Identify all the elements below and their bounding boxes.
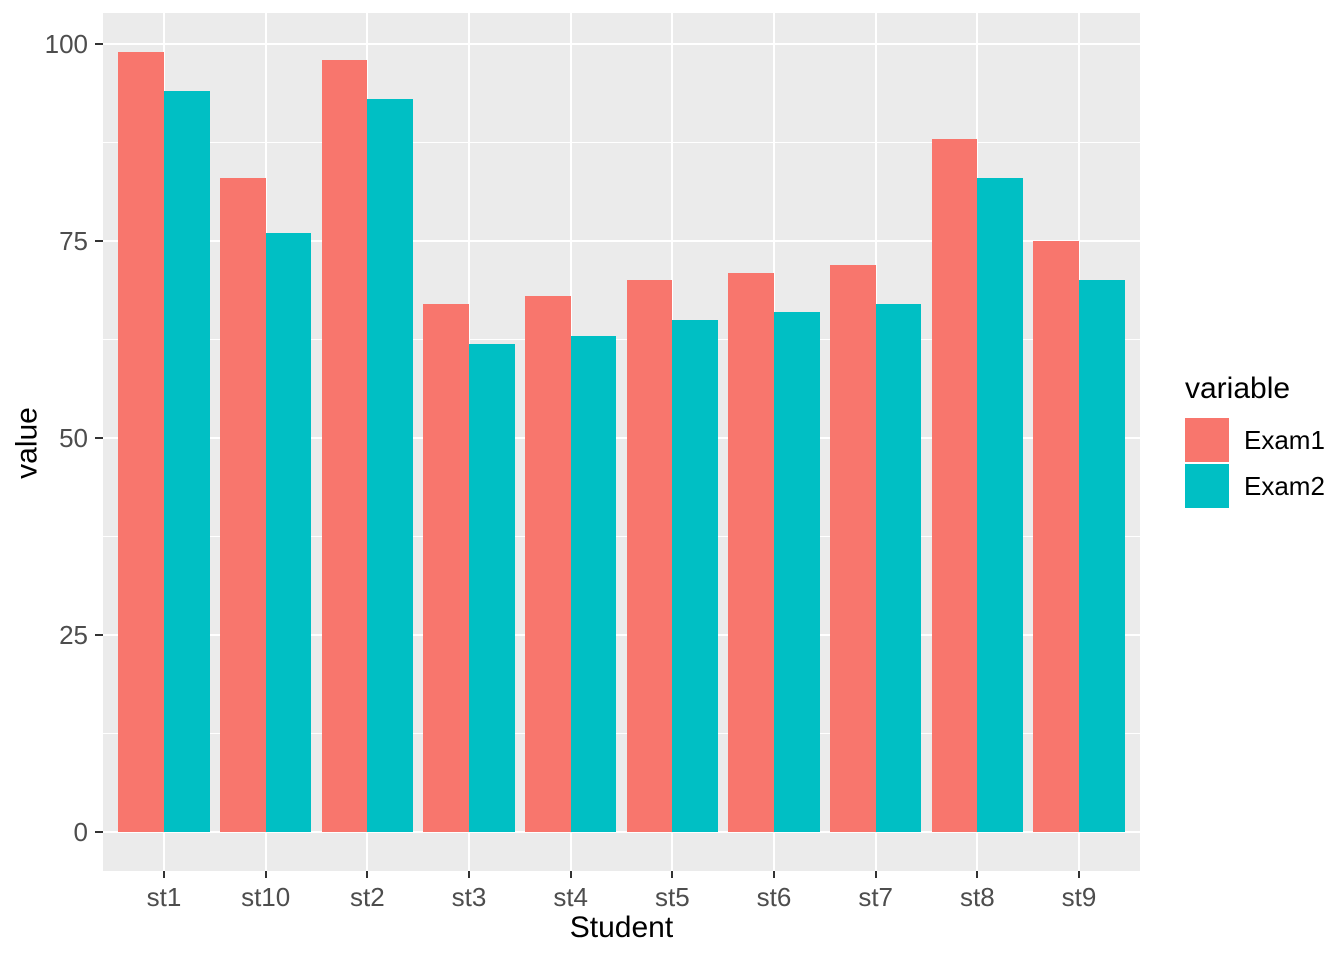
bar-st6-Exam2 bbox=[774, 312, 820, 832]
x-tick-mark bbox=[366, 871, 369, 878]
bar-st10-Exam1 bbox=[219, 178, 266, 832]
x-tick-label-st5: st5 bbox=[654, 882, 690, 912]
y-gridline-minor bbox=[103, 536, 1140, 538]
bar-st8-Exam1 bbox=[931, 138, 978, 832]
y-tick-mark bbox=[95, 634, 103, 637]
y-tick-label: 50 bbox=[59, 423, 88, 454]
y-gridline-major bbox=[103, 831, 1140, 833]
x-tick-mark bbox=[264, 871, 267, 878]
bar-st1-Exam1 bbox=[118, 52, 164, 832]
legend-item-Exam2: Exam2 bbox=[1185, 464, 1325, 508]
x-tick-mark bbox=[468, 871, 470, 878]
legend-item-Exam1: Exam1 bbox=[1185, 418, 1325, 462]
x-tick-label-st7: st7 bbox=[858, 882, 893, 912]
x-tick-label-st6: st6 bbox=[756, 882, 792, 912]
y-tick-mark bbox=[95, 831, 103, 833]
y-tick-label: 0 bbox=[73, 817, 88, 847]
bar-st9-Exam1 bbox=[1033, 241, 1079, 832]
y-gridline-major bbox=[103, 43, 1140, 46]
x-tick-mark bbox=[569, 871, 572, 878]
x-tick-mark bbox=[874, 871, 877, 878]
x-tick-label-st2: st2 bbox=[349, 882, 385, 912]
x-tick-mark bbox=[671, 871, 674, 878]
bar-st3-Exam2 bbox=[469, 343, 515, 832]
x-tick-mark bbox=[1078, 871, 1080, 878]
x-tick-label-st9: st9 bbox=[1061, 882, 1097, 912]
bar-st4-Exam1 bbox=[524, 296, 571, 832]
y-gridline-major bbox=[103, 240, 1140, 243]
y-tick-label: 25 bbox=[59, 620, 88, 651]
x-tick-label-st4: st4 bbox=[553, 882, 588, 912]
bar-st1-Exam2 bbox=[164, 91, 210, 832]
y-gridline-minor bbox=[103, 142, 1140, 144]
x-axis-title: Student bbox=[569, 911, 674, 944]
x-tick-label-st10: st10 bbox=[241, 882, 291, 912]
x-tick-mark bbox=[976, 871, 979, 878]
bar-st9-Exam2 bbox=[1079, 280, 1125, 832]
x-tick-label-st3: st3 bbox=[451, 882, 487, 912]
plot-panel bbox=[103, 13, 1140, 871]
y-gridline-minor bbox=[103, 339, 1140, 341]
legend: variable Exam1 Exam2 bbox=[1185, 372, 1325, 510]
y-tick-mark bbox=[95, 240, 103, 243]
x-tick-label-st8: st8 bbox=[959, 882, 995, 912]
legend-title: variable bbox=[1185, 372, 1291, 405]
bar-st7-Exam1 bbox=[829, 264, 876, 832]
y-tick-mark bbox=[95, 43, 103, 46]
x-tick-mark bbox=[773, 871, 775, 878]
bar-st8-Exam2 bbox=[977, 178, 1024, 832]
bar-st4-Exam2 bbox=[570, 335, 617, 832]
bar-st10-Exam2 bbox=[265, 233, 312, 832]
y-tick-label: 75 bbox=[59, 226, 88, 257]
legend-key-Exam2 bbox=[1185, 464, 1229, 508]
bar-st2-Exam1 bbox=[321, 59, 368, 832]
bar-st5-Exam1 bbox=[626, 280, 673, 832]
x-tick-label-st1: st1 bbox=[146, 882, 182, 912]
bar-st3-Exam1 bbox=[423, 304, 469, 832]
y-gridline-major bbox=[103, 437, 1140, 440]
y-gridline-major bbox=[103, 634, 1140, 637]
bar-st2-Exam2 bbox=[367, 99, 414, 832]
legend-label-Exam2: Exam2 bbox=[1244, 470, 1325, 501]
bar-st6-Exam1 bbox=[728, 272, 774, 832]
legend-label-Exam1: Exam1 bbox=[1244, 424, 1325, 455]
y-tick-label: 100 bbox=[44, 29, 88, 60]
y-gridline-minor bbox=[103, 733, 1140, 734]
bar-st5-Exam2 bbox=[672, 319, 719, 832]
x-tick-mark bbox=[163, 871, 165, 878]
y-tick-mark bbox=[95, 437, 103, 440]
legend-key-Exam1 bbox=[1185, 418, 1229, 462]
bar-st7-Exam2 bbox=[875, 304, 922, 832]
legend-items: Exam1 Exam2 bbox=[1185, 418, 1325, 508]
